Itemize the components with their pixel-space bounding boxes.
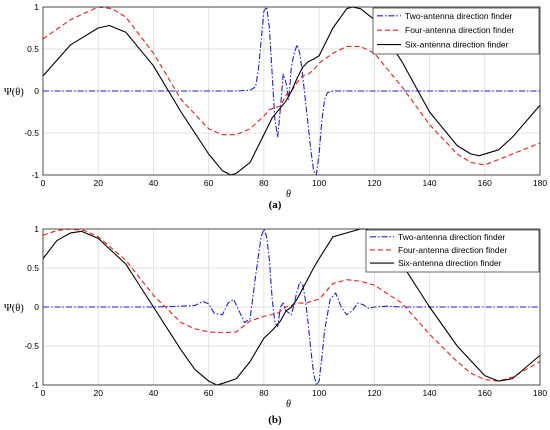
x-tick-label: 160	[478, 178, 492, 188]
series-line-six-antenna	[42, 228, 541, 386]
x-tick-label: 140	[422, 178, 436, 188]
x-tick-label: 60	[204, 388, 214, 398]
legend-entry: Six-antenna direction finder	[398, 258, 502, 268]
panel-b: 0 20 40 60 80 100 120 140 160 180 -1 -0.5 0 0.5 1 θ Ψ(θ)…	[4, 224, 547, 410]
legend-box	[365, 229, 540, 273]
axes-frame	[42, 228, 541, 386]
x-tick-label: 0	[41, 388, 46, 398]
legend-entry: Four-antenna direction finder	[398, 245, 507, 255]
legend-entry: Four-antenna direction finder	[405, 25, 514, 35]
legend: Two-antenna direction finder Four-antenna…	[372, 7, 540, 55]
legend-entry: Two-antenna direction finder	[398, 232, 505, 242]
legend-entry: Six-antenna direction finder	[405, 40, 509, 50]
series-line-two-antenna	[43, 6, 540, 176]
x-tick-label: 80	[259, 388, 269, 398]
x-tick-label: 140	[422, 388, 436, 398]
y-tick-label: -0.5	[24, 341, 39, 351]
y-tick-label: -1	[31, 170, 39, 180]
x-tick-label: 100	[312, 388, 326, 398]
y-tick-label: 1	[34, 2, 39, 12]
x-tick-label: 0	[41, 178, 46, 188]
x-tick-label: 100	[312, 178, 326, 188]
x-tick-label: 20	[93, 178, 103, 188]
y-tick-label: -0.5	[24, 128, 39, 138]
x-tick-label: 40	[149, 388, 159, 398]
series-line-four-antenna	[42, 6, 541, 166]
y-tick-label: 0.5	[27, 44, 39, 54]
legend: Two-antenna direction finder Four-antenna…	[365, 229, 540, 273]
y-axis-label: Ψ(θ)	[4, 303, 24, 314]
y-tick-label: 0	[34, 86, 39, 96]
x-tick-label: 180	[533, 388, 547, 398]
x-tick-label: 40	[149, 178, 159, 188]
x-axis-label: θ	[286, 189, 291, 200]
x-tick-label: 160	[478, 388, 492, 398]
y-tick-label: 0	[34, 302, 39, 312]
caption-b: (b)	[268, 414, 282, 426]
x-tick-label: 60	[204, 178, 214, 188]
legend-entry: Two-antenna direction finder	[405, 11, 512, 21]
y-tick-label: 1	[34, 224, 39, 234]
x-tick-label: 80	[259, 178, 269, 188]
x-tick-label: 180	[533, 178, 547, 188]
x-tick-label: 20	[93, 388, 103, 398]
panel-a: 0 20 40 60 80 100 120 140 160 180 -1 -0.5 0 0.5 1 θ Ψ(θ)…	[4, 2, 547, 200]
y-axis-label: Ψ(θ)	[4, 87, 24, 98]
x-tick-label: 120	[367, 178, 381, 188]
series-line-two-antenna	[43, 228, 540, 386]
series-line-six-antenna	[42, 6, 541, 176]
x-axis-label: θ	[286, 399, 291, 410]
y-tick-label: -1	[31, 380, 39, 390]
x-tick-label: 120	[367, 388, 381, 398]
caption-a: (a)	[269, 199, 282, 211]
axes-frame	[42, 6, 541, 176]
y-tick-label: 0.5	[27, 263, 39, 273]
